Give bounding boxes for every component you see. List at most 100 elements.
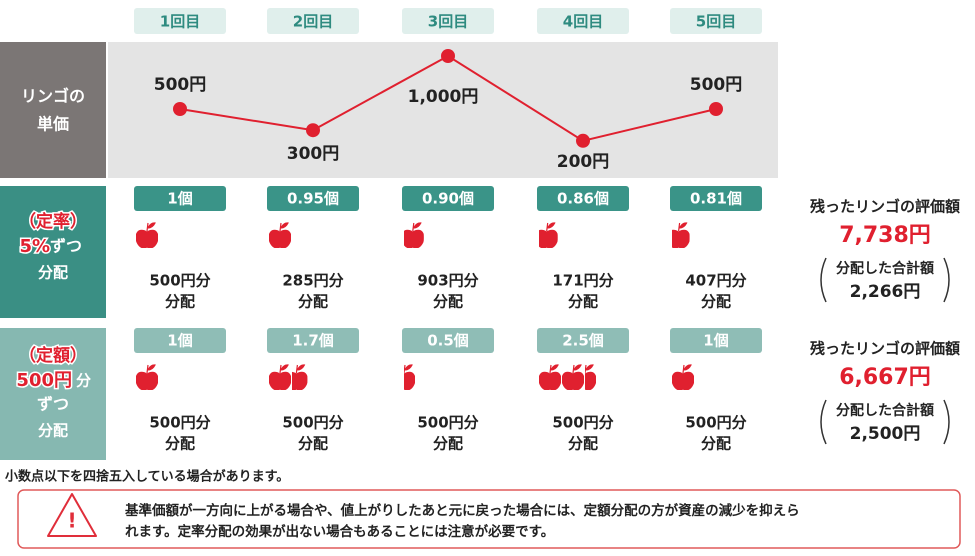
unit-pill	[134, 186, 226, 211]
rate-label-box	[0, 186, 106, 318]
warning-icon-mark: !	[67, 509, 76, 533]
summary-title: 残ったリンゴの評価額	[810, 340, 960, 358]
unit-label: 1.7個	[292, 332, 334, 350]
price-point	[173, 102, 187, 116]
amount: 500円分	[552, 414, 613, 432]
unit-label: 0.5個	[427, 332, 469, 350]
price-label: 1,000円	[408, 87, 479, 107]
apple	[585, 364, 596, 390]
price-label: 500円	[690, 75, 743, 95]
unit-label: 0.95個	[287, 190, 339, 208]
warning-box	[17, 489, 961, 549]
round-pill	[267, 8, 359, 34]
summary-sub-value: 2,266円	[850, 282, 921, 302]
unit-pill	[537, 186, 629, 211]
unit-pill	[670, 186, 762, 211]
dist: 分配	[298, 435, 328, 453]
apple	[562, 364, 584, 390]
unit-pill	[134, 328, 226, 353]
amount: 285円分	[282, 272, 343, 290]
unit-pill	[267, 328, 359, 353]
summary-value: 6,667円	[839, 365, 931, 390]
price-point	[709, 102, 723, 116]
amount: 500円分	[685, 414, 746, 432]
round-label: 5回目	[696, 13, 736, 31]
price-point	[441, 49, 455, 63]
round-label: 2回目	[293, 13, 333, 31]
apple	[672, 222, 690, 248]
dist: 分配	[298, 293, 328, 311]
row-label: 5%	[19, 236, 50, 257]
bracket	[943, 257, 950, 303]
summary-sub-value: 2,500円	[850, 424, 921, 444]
round-label: 3回目	[428, 13, 468, 31]
price-label-box	[0, 42, 106, 178]
summary-value: 7,738円	[839, 223, 931, 248]
warning-icon	[47, 493, 97, 537]
amount: 500円分	[282, 414, 343, 432]
unit-pill	[267, 186, 359, 211]
apple	[136, 222, 158, 248]
warning-text: 基準価額が一方向に上がる場合や、値上がりしたあと元に戻った場合には、定額分配の方…	[125, 502, 800, 519]
apple	[539, 222, 558, 248]
dist: 分配	[568, 293, 598, 311]
dist: 分配	[433, 435, 463, 453]
summary-sub-title: 分配した合計額	[836, 260, 934, 277]
amount: 903円分	[417, 272, 478, 290]
apple	[269, 222, 291, 248]
apple	[404, 364, 415, 390]
dist: 分配	[165, 435, 195, 453]
round-pill	[670, 8, 762, 34]
amount: 407円分	[685, 272, 746, 290]
price-point	[576, 133, 590, 148]
round-label: 1回目	[160, 13, 200, 31]
round-pill	[402, 8, 494, 34]
unit-pill	[537, 328, 629, 353]
row-label: 分	[76, 372, 91, 390]
amount: 500円分	[149, 414, 210, 432]
unit-label: 1個	[703, 332, 728, 350]
price-label: 単価	[37, 115, 69, 134]
price-label: 300円	[287, 144, 340, 164]
dist: 分配	[701, 435, 731, 453]
row-label: ずつ	[37, 395, 69, 414]
bracket	[820, 257, 827, 303]
amount: 500円分	[149, 272, 210, 290]
unit-pill	[670, 328, 762, 353]
bracket	[943, 399, 950, 445]
row-label: 500円	[16, 370, 72, 391]
row-label: 分配	[38, 422, 68, 440]
unit-label: 0.81個	[690, 190, 742, 208]
amount: 171円分	[552, 272, 613, 290]
price-point	[306, 123, 320, 138]
dist: 分配	[701, 293, 731, 311]
amount: 500円分	[417, 414, 478, 432]
round-pill	[134, 8, 226, 34]
bracket	[820, 399, 827, 445]
unit-label: 0.90個	[422, 190, 474, 208]
row-label: （定額）	[19, 345, 87, 366]
round-pill	[537, 8, 629, 34]
unit-pill	[402, 186, 494, 211]
apple	[292, 364, 308, 390]
unit-label: 1個	[167, 190, 192, 208]
summary-title: 残ったリンゴの評価額	[810, 198, 960, 216]
summary-sub-title: 分配した合計額	[836, 402, 934, 419]
note: 小数点以下を四捨五入している場合があります。	[5, 469, 289, 485]
apple	[404, 222, 424, 248]
apple	[136, 364, 158, 390]
row-label: （定率）	[19, 211, 87, 232]
price-label: 500円	[154, 75, 207, 95]
warning-text: れます。定率分配の効果が出ない場合もあることには注意が必要です。	[125, 523, 554, 540]
price-label: 200円	[557, 152, 610, 172]
fixed-label-box	[0, 328, 106, 460]
dist: 分配	[165, 293, 195, 311]
dist: 分配	[568, 435, 598, 453]
unit-label: 2.5個	[562, 332, 604, 350]
row-label: 分配	[38, 264, 68, 282]
unit-label: 1個	[167, 332, 192, 350]
unit-pill	[402, 328, 494, 353]
apple	[672, 364, 694, 390]
apple	[269, 364, 291, 390]
